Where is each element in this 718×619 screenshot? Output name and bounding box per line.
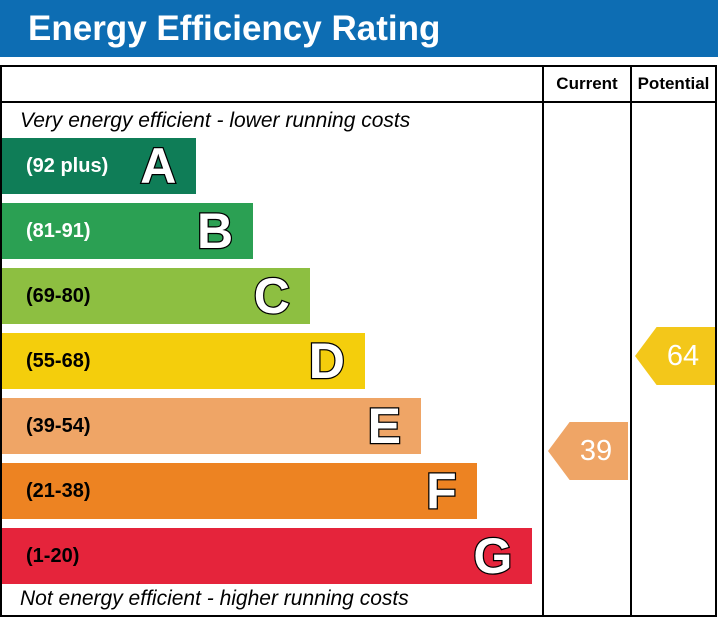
band-e: (39-54) E: [2, 398, 422, 454]
band-row-c: (69-80) C: [2, 268, 542, 324]
band-a-letter: A: [139, 138, 178, 194]
band-row-d: (55-68) D: [2, 333, 542, 389]
band-row-a: (92 plus) A: [2, 138, 542, 194]
current-rating-arrow: 39: [548, 422, 628, 480]
band-a: (92 plus) A: [2, 138, 197, 194]
potential-rating-value: 64: [666, 339, 700, 372]
current-column-header: Current: [542, 67, 630, 101]
band-f-letter: F: [425, 463, 458, 519]
band-f-range: (21-38): [26, 479, 91, 502]
band-e-letter: E: [366, 398, 402, 454]
rating-scale: Very energy efficient - lower running co…: [2, 103, 542, 615]
band-c-letter: C: [252, 268, 291, 324]
band-g: (1-20) G: [2, 528, 533, 584]
page-title: Energy Efficiency Rating: [28, 8, 441, 48]
band-d: (55-68) D: [2, 333, 365, 389]
chart-header-cell: [2, 67, 542, 101]
band-row-f: (21-38) F: [2, 463, 542, 519]
caption-top: Very energy efficient - lower running co…: [20, 108, 411, 132]
band-e-range: (39-54): [26, 414, 91, 437]
caption-bottom: Not energy efficient - higher running co…: [20, 586, 409, 610]
band-row-g: (1-20) G: [2, 528, 542, 584]
band-row-e: (39-54) E: [2, 398, 542, 454]
band-row-b: (81-91) B: [2, 203, 542, 259]
potential-rating-arrow: 64: [635, 327, 715, 385]
band-f: (21-38) F: [2, 463, 477, 519]
band-g-letter: G: [472, 528, 513, 584]
band-b: (81-91) B: [2, 203, 254, 259]
band-b-range: (81-91): [26, 219, 91, 242]
current-column: 39: [542, 103, 630, 615]
table-header-row: Current Potential: [2, 67, 715, 103]
band-d-range: (55-68): [26, 349, 91, 372]
potential-column: 64: [630, 103, 715, 615]
band-c-range: (69-80): [26, 284, 91, 307]
potential-column-header: Potential: [630, 67, 715, 101]
band-b-letter: B: [196, 203, 235, 259]
title-bar: Energy Efficiency Rating: [0, 0, 718, 57]
current-rating-value: 39: [579, 434, 613, 467]
band-g-range: (1-20): [26, 544, 80, 567]
band-d-letter: D: [308, 333, 347, 389]
energy-rating-table: Current Potential Very energy efficient …: [0, 65, 717, 617]
band-c: (69-80) C: [2, 268, 310, 324]
band-a-range: (92 plus): [26, 154, 109, 177]
table-body-row: Very energy efficient - lower running co…: [2, 103, 715, 615]
